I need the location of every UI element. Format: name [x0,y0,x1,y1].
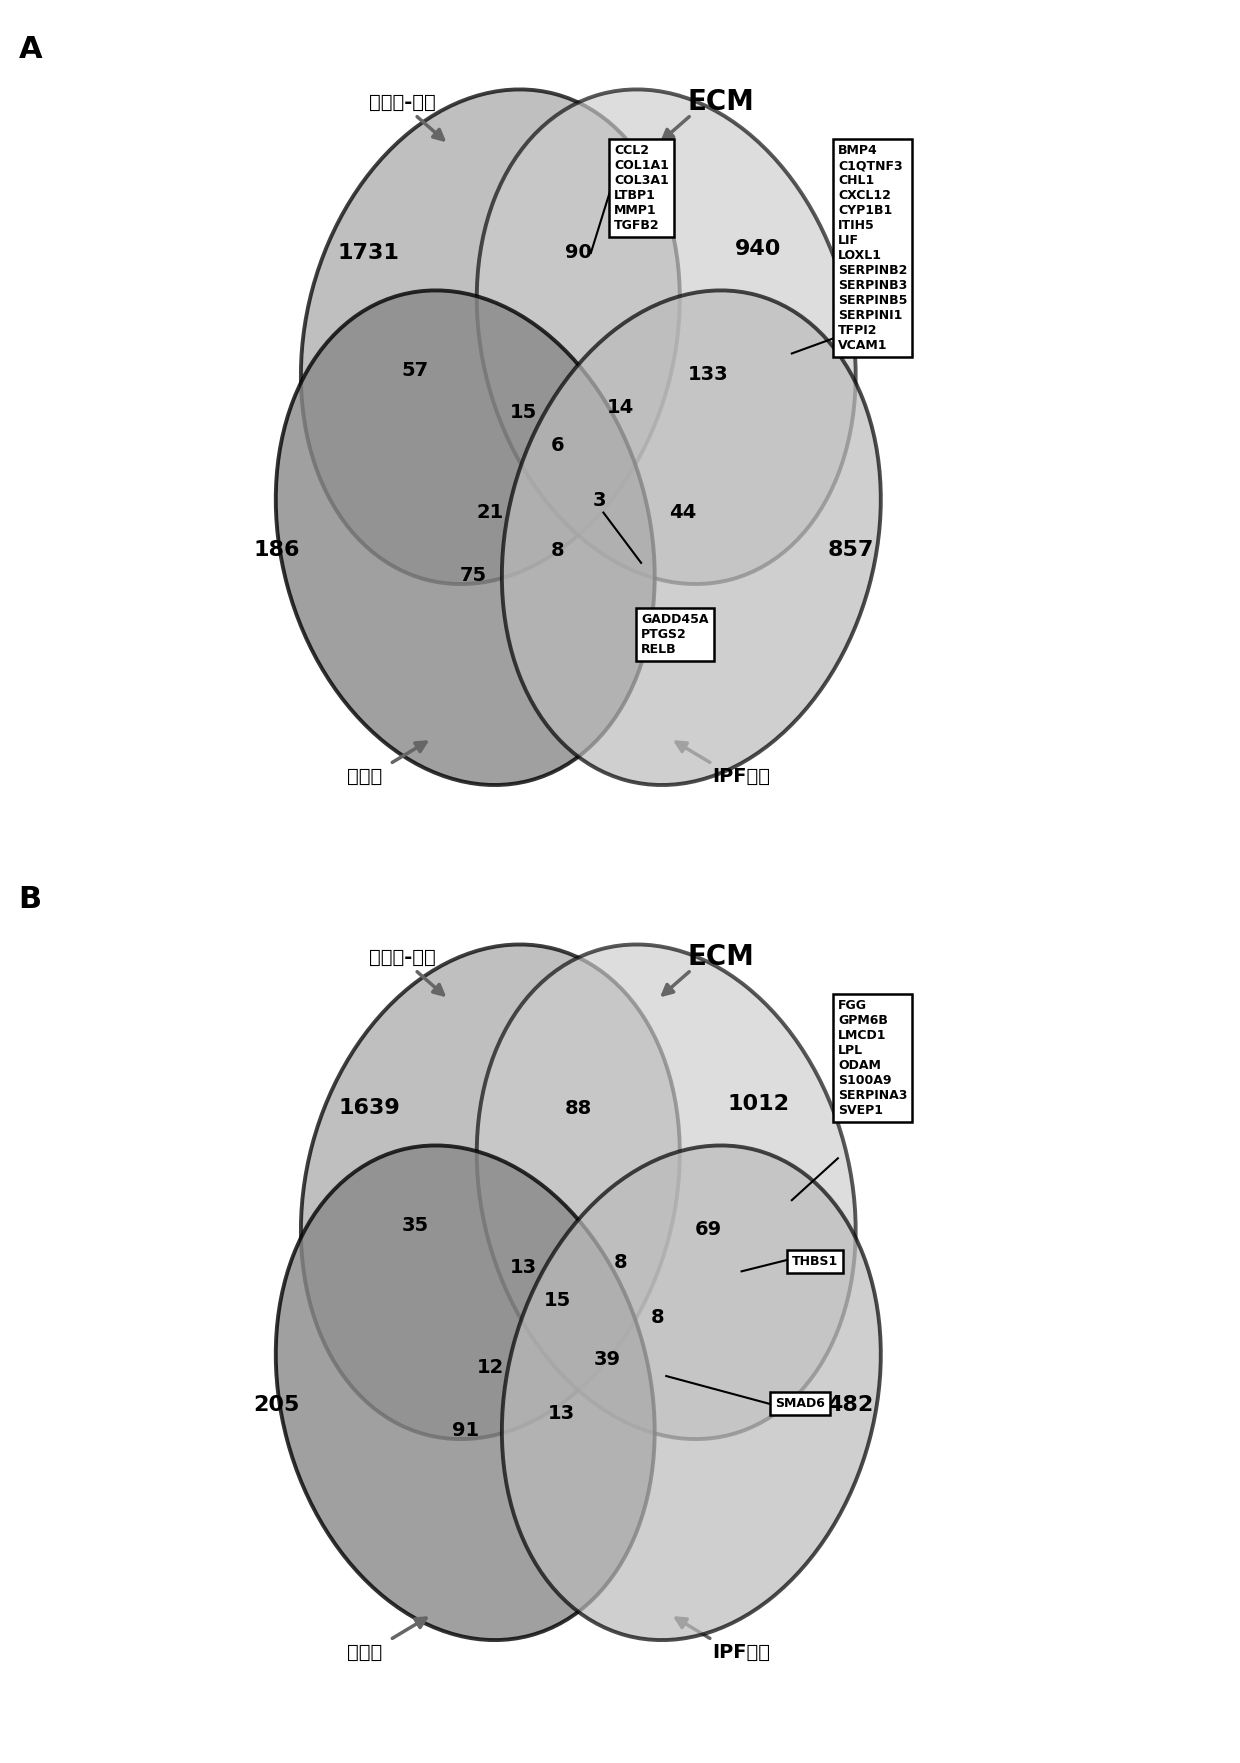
Text: 纤维化: 纤维化 [347,767,382,786]
Text: ECM: ECM [687,88,754,116]
Text: 纤维化: 纤维化 [347,1643,382,1663]
Text: 44: 44 [670,502,697,522]
Text: 57: 57 [402,361,429,379]
Text: BMP4
C1QTNF3
CHL1
CXCL12
CYP1B1
ITIH5
LIF
LOXL1
SERPINB2
SERPINB3
SERPINB5
SERPI: BMP4 C1QTNF3 CHL1 CXCL12 CYP1B1 ITIH5 LI… [838,145,908,353]
Text: 8: 8 [651,1308,665,1328]
Text: 纳曲酮-上调: 纳曲酮-上调 [370,948,435,966]
Text: 35: 35 [402,1216,429,1234]
Text: 15: 15 [543,1291,570,1310]
Text: ECM: ECM [687,943,754,971]
Text: 1012: 1012 [728,1093,790,1114]
Text: 13: 13 [548,1403,575,1423]
Text: 15: 15 [510,402,537,421]
Text: IPF下调: IPF下调 [713,1643,770,1663]
Text: 91: 91 [451,1421,479,1440]
Text: 133: 133 [688,365,728,384]
Text: 482: 482 [827,1395,873,1416]
Ellipse shape [502,1146,880,1640]
Text: 1731: 1731 [339,243,399,263]
Text: 940: 940 [735,238,781,259]
Text: 21: 21 [476,502,503,522]
Text: 186: 186 [253,539,300,561]
Ellipse shape [275,1146,655,1640]
Text: GADD45A
PTGS2
RELB: GADD45A PTGS2 RELB [641,614,708,656]
Text: B: B [19,885,42,913]
Text: 3: 3 [593,490,606,510]
Text: 8: 8 [551,541,564,561]
Text: 857: 857 [827,539,874,561]
Text: IPF上调: IPF上调 [713,767,770,786]
Text: 205: 205 [254,1395,300,1416]
Text: 69: 69 [694,1220,722,1239]
Text: 13: 13 [511,1257,537,1276]
Text: 14: 14 [606,398,634,418]
Text: CCL2
COL1A1
COL3A1
LTBP1
MMP1
TGFB2: CCL2 COL1A1 COL3A1 LTBP1 MMP1 TGFB2 [614,145,670,233]
Text: 6: 6 [551,435,564,455]
Ellipse shape [301,945,680,1439]
Ellipse shape [301,90,680,584]
Text: 75: 75 [460,566,487,585]
Text: 39: 39 [594,1350,621,1368]
Ellipse shape [502,291,880,785]
Text: 12: 12 [476,1358,503,1377]
Ellipse shape [476,945,856,1439]
Ellipse shape [476,90,856,584]
Text: A: A [19,35,42,63]
Text: 1639: 1639 [339,1098,399,1118]
Text: FGG
GPM6B
LMCD1
LPL
ODAM
S100A9
SERPINA3
SVEP1: FGG GPM6B LMCD1 LPL ODAM S100A9 SERPINA3… [838,1000,908,1118]
Ellipse shape [275,291,655,785]
Text: 纳曲酮-下调: 纳曲酮-下调 [370,93,435,111]
Text: THBS1: THBS1 [792,1255,838,1268]
Text: 88: 88 [564,1098,591,1118]
Text: 90: 90 [565,243,591,263]
Text: SMAD6: SMAD6 [775,1396,825,1410]
Text: 8: 8 [614,1253,627,1273]
